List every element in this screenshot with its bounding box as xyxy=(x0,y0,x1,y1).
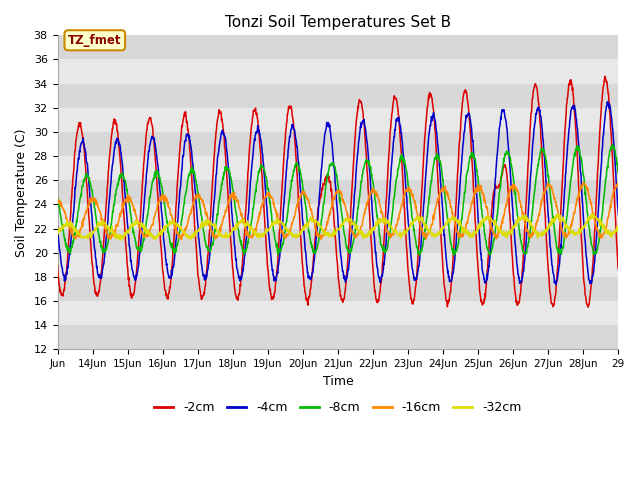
Bar xyxy=(58,180,618,204)
Bar xyxy=(58,325,618,349)
Bar xyxy=(58,60,618,84)
Legend: -2cm, -4cm, -8cm, -16cm, -32cm: -2cm, -4cm, -8cm, -16cm, -32cm xyxy=(149,396,527,420)
X-axis label: Time: Time xyxy=(323,374,353,387)
Bar xyxy=(58,301,618,325)
Y-axis label: Soil Temperature (C): Soil Temperature (C) xyxy=(15,128,28,257)
Bar xyxy=(58,132,618,156)
Bar xyxy=(58,36,618,60)
Bar xyxy=(58,156,618,180)
Bar xyxy=(58,108,618,132)
Text: TZ_fmet: TZ_fmet xyxy=(68,34,122,47)
Bar xyxy=(58,228,618,252)
Bar xyxy=(58,84,618,108)
Title: Tonzi Soil Temperatures Set B: Tonzi Soil Temperatures Set B xyxy=(225,15,451,30)
Bar xyxy=(58,252,618,277)
Bar xyxy=(58,277,618,301)
Bar xyxy=(58,204,618,228)
